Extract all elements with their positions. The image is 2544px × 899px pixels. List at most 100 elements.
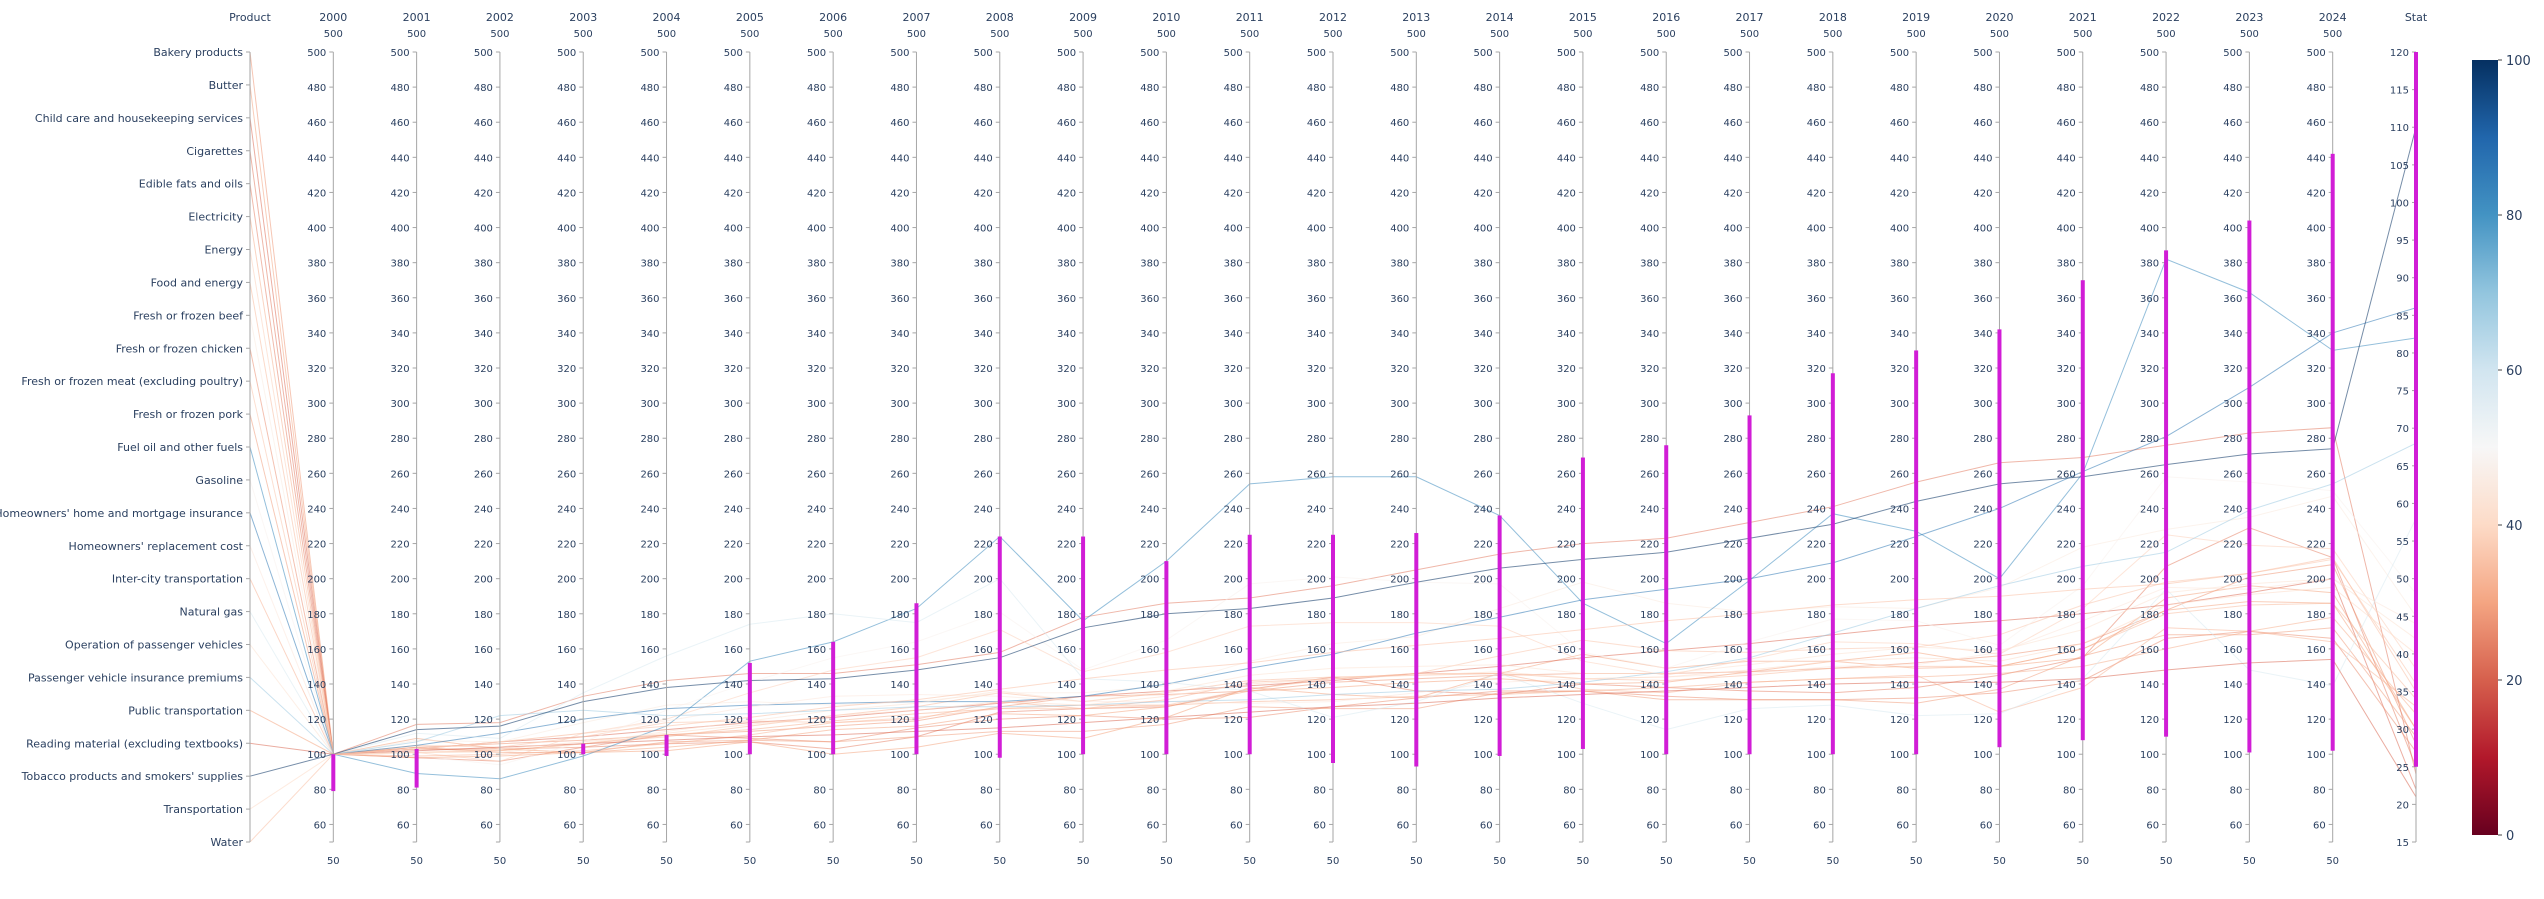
- axis-2007: 2007 60 80 100 120 140 160 180 200 220 240 260 280 30…: [890, 11, 930, 867]
- tick-label: 320: [1057, 364, 1076, 375]
- tick-label: 160: [890, 645, 909, 656]
- tick-label: 30: [2396, 725, 2409, 736]
- tick-label: 380: [2223, 259, 2242, 270]
- tick-label: 160: [1224, 645, 1243, 656]
- constraint-range-bar: [1081, 536, 1086, 755]
- tick-label: 200: [974, 575, 993, 586]
- tick-label: 200: [1390, 575, 1409, 586]
- tick-label: 140: [724, 680, 743, 691]
- tick-label: 60: [2313, 820, 2326, 831]
- axis-2010: 2010 60 80 100 120 140 160 180 200 220 240 260 280 30…: [1140, 11, 1180, 867]
- axis-range-min: 50: [1160, 856, 1173, 867]
- tick-label: 180: [557, 610, 576, 621]
- tick-label: 60: [647, 820, 660, 831]
- tick-label: 140: [1140, 680, 1159, 691]
- axis-title: 2018: [1819, 11, 1847, 24]
- tick-label: 480: [1390, 83, 1409, 94]
- tick-label: 460: [2307, 118, 2326, 129]
- tick-label: 300: [724, 399, 743, 410]
- axis-2012: 2012 60 80 100 120 140 160 180 200 220 240 260 280 30…: [1307, 11, 1347, 867]
- tick-label: 220: [807, 540, 826, 551]
- tick-label: 320: [1140, 364, 1159, 375]
- tick-label: 180: [2223, 610, 2242, 621]
- tick-label: 180: [1057, 610, 1076, 621]
- tick-label: 200: [1474, 575, 1493, 586]
- axis-2003: 2003 60 80 100 120 140 160 180 200 220 240 260 280 30…: [557, 11, 597, 867]
- tick-label: 200: [1307, 575, 1326, 586]
- tick-label: 100: [2140, 750, 2159, 761]
- tick-label: 60: [1813, 820, 1826, 831]
- tick-label: 360: [1973, 294, 1992, 305]
- axis-title: Stat: [2405, 11, 2428, 24]
- tick-label: 100: [1973, 750, 1992, 761]
- tick-label: Public transportation: [128, 704, 243, 717]
- tick-label: 440: [1890, 153, 1909, 164]
- tick-label: 220: [2140, 540, 2159, 551]
- tick-label: 500: [974, 48, 993, 59]
- tick-label: 120: [2390, 48, 2409, 59]
- tick-label: 440: [1390, 153, 1409, 164]
- tick-label: 340: [474, 329, 493, 340]
- tick-label: 260: [640, 469, 659, 480]
- tick-label: 320: [1474, 364, 1493, 375]
- tick-label: 60: [2146, 820, 2159, 831]
- tick-label: 260: [307, 469, 326, 480]
- constraint-range-bar: [2164, 250, 2169, 737]
- tick-label: 240: [1224, 504, 1243, 515]
- colorbar-tick-label: 100: [2506, 54, 2531, 69]
- axis-range-min: 50: [1077, 856, 1090, 867]
- tick-label: 340: [2223, 329, 2242, 340]
- tick-label: 360: [1474, 294, 1493, 305]
- tick-label: 120: [640, 715, 659, 726]
- tick-label: 115: [2390, 86, 2409, 97]
- tick-label: 180: [1140, 610, 1159, 621]
- tick-label: 280: [1307, 434, 1326, 445]
- tick-label: 120: [2057, 715, 2076, 726]
- tick-label: 200: [640, 575, 659, 586]
- tick-label: 65: [2396, 462, 2409, 473]
- tick-label: 440: [1557, 153, 1576, 164]
- tick-label: 220: [1640, 540, 1659, 551]
- tick-label: 50: [2396, 575, 2409, 586]
- tick-label: 500: [1640, 48, 1659, 59]
- tick-label: 180: [890, 610, 909, 621]
- tick-label: 340: [1224, 329, 1243, 340]
- tick-label: 260: [1723, 469, 1742, 480]
- tick-label: 240: [391, 504, 410, 515]
- tick-label: 220: [391, 540, 410, 551]
- tick-label: 380: [1224, 259, 1243, 270]
- tick-label: 140: [474, 680, 493, 691]
- tick-label: 220: [1057, 540, 1076, 551]
- tick-label: 160: [640, 645, 659, 656]
- tick-label: 440: [1474, 153, 1493, 164]
- tick-label: 60: [897, 820, 910, 831]
- tick-label: 60: [2396, 499, 2409, 510]
- tick-label: 100: [2390, 198, 2409, 209]
- tick-label: 500: [1557, 48, 1576, 59]
- tick-label: 380: [1390, 259, 1409, 270]
- tick-label: 80: [730, 785, 743, 796]
- constraint-range-bar: [2330, 153, 2335, 751]
- tick-label: 160: [807, 645, 826, 656]
- tick-label: 120: [1640, 715, 1659, 726]
- tick-label: 200: [474, 575, 493, 586]
- tick-label: 340: [1640, 329, 1659, 340]
- tick-label: 400: [307, 224, 326, 235]
- tick-label: 260: [1307, 469, 1326, 480]
- tick-label: 120: [307, 715, 326, 726]
- tick-label: 140: [1640, 680, 1659, 691]
- tick-label: 500: [1057, 48, 1076, 59]
- axis-range-min: 50: [577, 856, 590, 867]
- axis-2006: 2006 60 80 100 120 140 160 180 200 220 240 260 280 30…: [807, 11, 847, 867]
- tick-label: Natural gas: [179, 606, 243, 619]
- tick-label: 300: [807, 399, 826, 410]
- tick-label: 180: [1307, 610, 1326, 621]
- tick-label: 480: [557, 83, 576, 94]
- tick-label: 400: [1640, 224, 1659, 235]
- tick-label: 420: [2307, 188, 2326, 199]
- tick-label: 180: [807, 610, 826, 621]
- tick-label: 320: [2140, 364, 2159, 375]
- tick-label: 240: [2140, 504, 2159, 515]
- tick-label: 160: [2140, 645, 2159, 656]
- colorbar: 0 20 40 60 80 100: [2472, 54, 2531, 844]
